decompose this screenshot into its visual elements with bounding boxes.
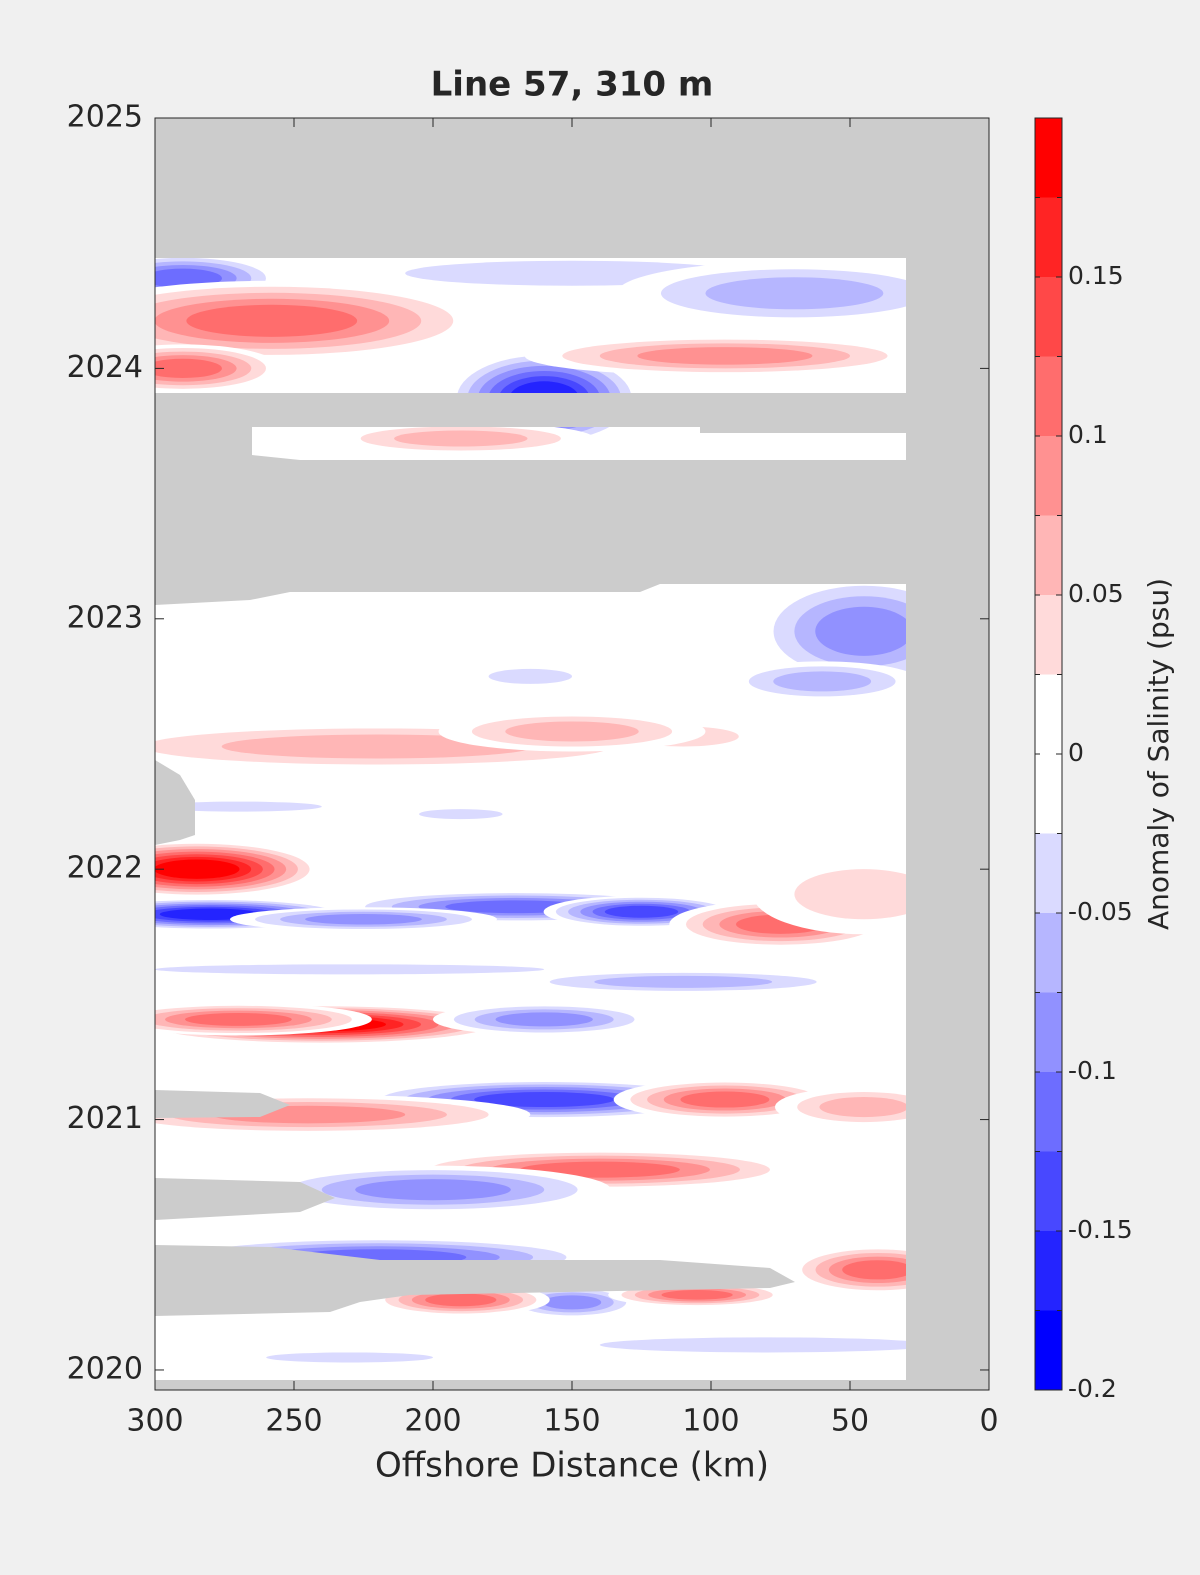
x-tick-label: 0 [979,1404,998,1439]
contour-level [474,1092,615,1108]
no-data-masks [155,393,906,1316]
mask [155,760,195,845]
x-axis-label: Offshore Distance (km) [375,1446,769,1486]
y-tick-label: 2023 [67,600,143,635]
colorbar-tick-label: -0.15 [1068,1215,1133,1244]
x-tick-label: 300 [126,1404,183,1439]
contour-level [495,1012,593,1027]
colorbar-tick-label: 0 [1068,738,1084,767]
colorbar-bin [1035,1231,1062,1311]
colorbar-bin [1035,356,1062,436]
mask [155,393,906,605]
contour-level [773,671,872,692]
colorbar-bin [1035,436,1062,516]
colorbar-bin [1035,595,1062,675]
y-tick-label: 2020 [67,1351,143,1386]
contour-level [355,1179,511,1201]
colorbar-bin [1035,913,1062,993]
colorbar-bin [1035,515,1062,595]
contour-level [604,905,679,918]
contour-level [394,430,528,447]
axes: 300 250 200 150 100 50 0 2020 2021 2022 2023 2024 20… [67,100,999,1439]
colorbar-bin [1035,118,1062,198]
colorbar-tick-label: 0.15 [1068,261,1124,290]
contour-level [542,1295,602,1310]
colorbar-bin [1035,674,1062,754]
colorbar-tick-label: 0.1 [1068,420,1108,449]
contour-level [661,1290,733,1300]
contour-level [705,277,884,310]
colorbar-bin [1035,1151,1062,1231]
colorbar-tick-label: -0.1 [1068,1056,1117,1085]
colorbar-bin [1035,833,1062,913]
colorbar-label: Anomaly of Salinity (psu) [1142,578,1175,930]
colorbar-bin [1035,754,1062,834]
colorbar-bin [1035,1310,1062,1390]
contour-level [599,1337,906,1353]
contour-level [419,809,503,820]
contour-level [842,1260,906,1280]
y-tick-label: 2025 [67,100,143,135]
x-tick-label: 100 [682,1404,739,1439]
mask [155,1090,290,1118]
contour-level [815,606,906,656]
mask [155,1245,795,1316]
colorbar-bin [1035,1072,1062,1152]
contour-level [186,304,358,337]
chart-title: Line 57, 310 m [431,65,714,105]
colorbar-tick-label: -0.05 [1068,897,1133,926]
contour-level [680,1091,770,1108]
colorbar-tick-label: -0.2 [1068,1374,1117,1403]
colorbar-tick-label: 0.05 [1068,579,1124,608]
contour-level [155,801,322,812]
contour-level [155,859,240,879]
y-tick-label: 2022 [67,851,143,886]
contour-level [594,975,773,988]
x-tick-label: 50 [831,1404,869,1439]
contour-level [819,1097,906,1118]
colorbar: -0.2 -0.15 -0.1 -0.05 0 0.05 0.1 0.15 [1034,117,1133,1403]
colorbar-bin [1035,992,1062,1072]
contour-level [305,914,422,925]
contour-level [425,1293,497,1307]
contour-level [637,347,813,365]
contour-level [505,721,639,742]
contour-level [794,869,906,920]
y-tick-label: 2021 [67,1101,143,1136]
colorbar-bin [1035,277,1062,357]
x-tick-label: 200 [404,1404,461,1439]
colorbar-bin [1035,197,1062,277]
y-tick-label: 2024 [67,350,143,385]
x-tick-label: 250 [265,1404,322,1439]
contour-level [155,964,545,975]
x-tick-label: 150 [543,1404,600,1439]
contour-level [266,1352,433,1363]
mask [155,1178,335,1220]
contour-level [488,668,572,684]
contour-level [155,358,222,379]
contour-level [185,1013,292,1026]
